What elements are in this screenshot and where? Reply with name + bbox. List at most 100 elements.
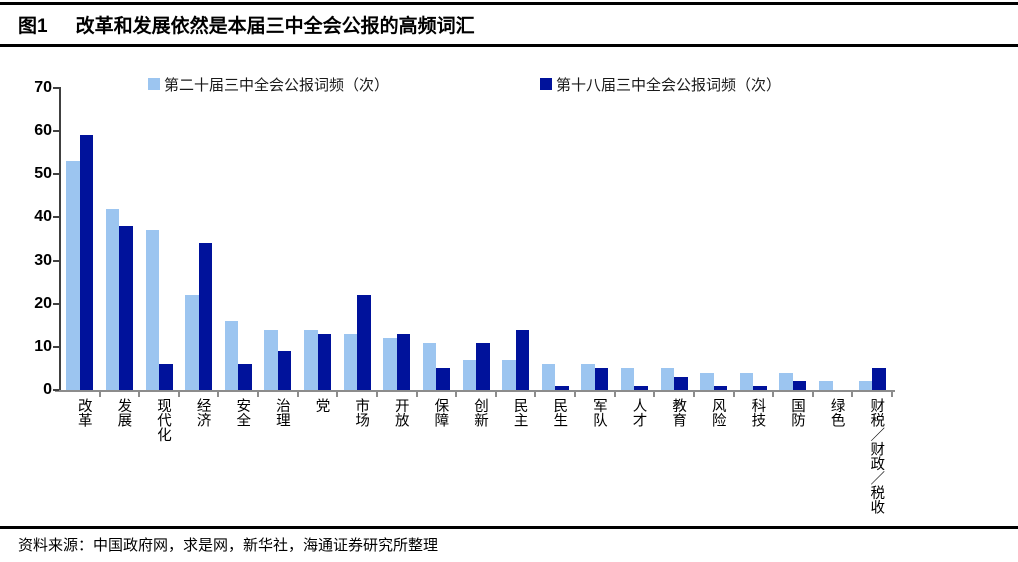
bar-light <box>779 372 793 390</box>
bar-light <box>858 381 873 390</box>
bar-light <box>462 359 476 390</box>
bar-light <box>502 359 516 390</box>
bar-light <box>264 329 278 390</box>
x-axis-tick <box>138 392 141 397</box>
x-axis-category-label: 军队 <box>590 398 607 427</box>
x-axis-category-label: 安全 <box>234 398 251 427</box>
bar-dark <box>792 381 807 390</box>
x-axis-tick <box>257 392 260 397</box>
y-axis-tick-label: 50 <box>34 165 52 183</box>
bar-dark <box>238 364 252 390</box>
bar-dark <box>357 295 371 390</box>
x-axis-category-label: 保障 <box>432 398 449 427</box>
bar-light <box>105 208 120 390</box>
legend-item-series-18th: 第十八届三中全会公报词频（次） <box>540 75 782 94</box>
x-axis-category-label: 创新 <box>472 398 488 427</box>
x-axis-category-label: 党 <box>313 398 330 413</box>
y-axis-tick-label: 60 <box>34 122 52 140</box>
legend-swatch-dark-blue <box>540 78 552 90</box>
bar-dark <box>713 385 728 390</box>
top-divider <box>0 2 1018 5</box>
bar-dark <box>594 368 609 390</box>
legend-label: 第十八届三中全会公报词频（次） <box>556 76 782 94</box>
y-axis-tick-label: 10 <box>34 337 52 355</box>
bar-light <box>660 368 675 390</box>
x-axis-tick <box>415 392 418 397</box>
bar-light <box>304 329 318 390</box>
x-axis-category-label: 教育 <box>670 398 687 427</box>
y-axis-tick <box>53 302 59 305</box>
y-axis-tick-label: 0 <box>43 381 52 398</box>
figure-number-label: 图1 <box>18 16 48 37</box>
x-axis-category-label: 科技 <box>749 398 766 427</box>
x-axis-category-label: 经济 <box>194 398 211 427</box>
figure-title-row: 图1 改革和发展依然是本届三中全会公报的高频词汇 <box>18 11 998 38</box>
y-axis-tick <box>53 259 59 262</box>
bar-light <box>422 342 437 390</box>
x-axis-tick <box>375 392 378 397</box>
bar-dark <box>436 368 450 390</box>
x-axis-category-label: 市场 <box>353 398 370 427</box>
x-axis-category-label: 人才 <box>630 398 647 427</box>
bar-light <box>145 230 160 390</box>
x-axis-tick <box>851 392 854 397</box>
bar-light <box>541 364 556 390</box>
bar-dark <box>79 135 94 390</box>
y-axis-tick-label: 30 <box>34 251 52 269</box>
x-axis-category-label: 开放 <box>392 398 409 427</box>
bar-light <box>700 372 714 390</box>
x-axis-category-label: 发展 <box>115 398 132 427</box>
bar-light <box>819 381 833 390</box>
bar-light <box>224 320 239 390</box>
bar-dark <box>159 364 173 390</box>
y-axis-tick <box>53 130 59 133</box>
figure-title: 改革和发展依然是本届三中全会公报的高频词汇 <box>75 16 475 37</box>
x-axis-category-label: 改革 <box>75 398 92 427</box>
x-axis-tick <box>217 392 220 397</box>
bar-dark <box>119 226 133 390</box>
bar-dark <box>198 243 213 390</box>
bar-dark <box>476 342 490 390</box>
bar-dark <box>515 329 530 390</box>
x-axis-line <box>55 390 895 392</box>
x-axis-tick <box>891 392 893 397</box>
bar-dark <box>555 385 569 390</box>
x-axis-tick <box>98 392 101 397</box>
title-divider <box>0 44 1018 47</box>
bar-dark <box>277 351 292 390</box>
bar-light <box>581 364 595 390</box>
x-axis-category-label: 绿色 <box>828 398 845 427</box>
x-axis-tick <box>811 392 814 397</box>
bar-dark <box>753 385 767 390</box>
bar-dark <box>674 377 688 390</box>
legend-label: 第二十届三中全会公报词频（次） <box>164 76 390 94</box>
bar-dark <box>634 385 648 390</box>
x-axis-tick <box>177 392 180 397</box>
x-axis-tick <box>613 392 616 397</box>
x-axis-tick <box>455 392 458 397</box>
source-attribution: 资料来源：中国政府网，求是网，新华社，海通证券研究所整理 <box>18 537 439 554</box>
x-axis-category-label: 财税／财政／税收 <box>868 398 885 514</box>
bar-light <box>383 338 397 390</box>
y-axis-tick-label: 40 <box>34 208 52 226</box>
y-axis-tick <box>53 173 59 176</box>
x-axis-tick <box>692 392 695 397</box>
bar-dark <box>396 333 411 390</box>
y-axis-line <box>59 87 61 392</box>
bar-light <box>620 368 635 390</box>
bar-light <box>343 333 358 390</box>
bottom-divider <box>0 526 1018 529</box>
bar-dark <box>872 368 886 390</box>
x-axis-category-label: 现代化 <box>155 398 172 442</box>
bar-dark <box>317 333 332 390</box>
x-axis-category-label: 民主 <box>511 398 528 427</box>
x-axis-category-label: 风险 <box>709 398 726 427</box>
x-axis-tick <box>296 392 299 397</box>
bar-light <box>185 295 199 390</box>
x-axis-category-label: 民生 <box>551 398 568 427</box>
x-axis-category-label: 治理 <box>273 398 290 427</box>
x-axis-tick <box>772 392 775 397</box>
x-axis-tick <box>653 392 656 397</box>
x-axis-tick <box>494 392 497 397</box>
